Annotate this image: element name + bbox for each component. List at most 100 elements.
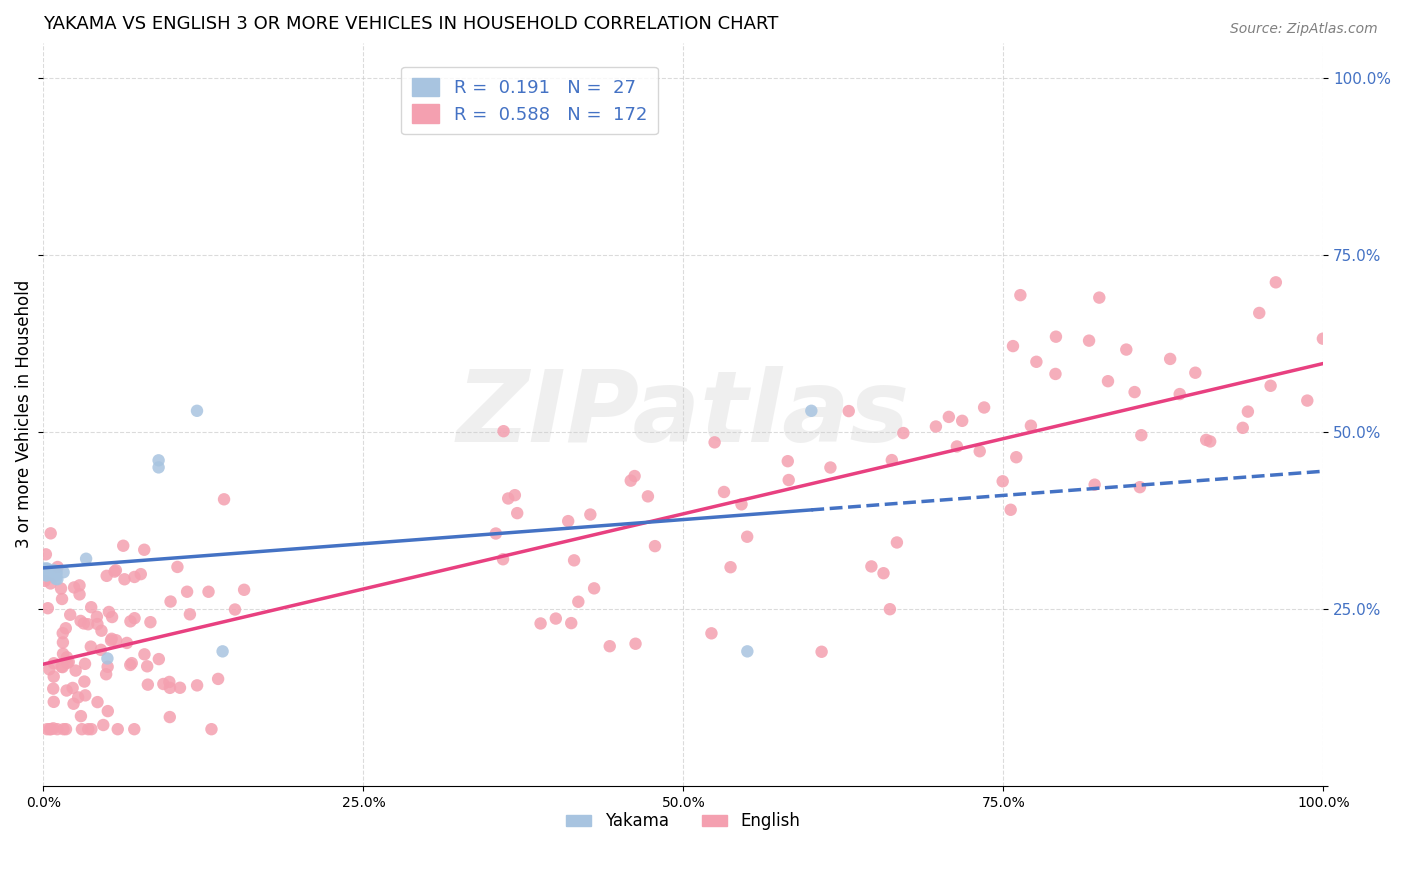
English xyxy=(90,643,112,657)
Yakama xyxy=(32,561,55,575)
English xyxy=(529,616,551,631)
English xyxy=(557,514,579,528)
Yakama xyxy=(211,644,233,658)
English xyxy=(159,594,181,608)
English xyxy=(139,615,162,630)
English xyxy=(124,570,146,584)
English xyxy=(207,672,229,686)
English xyxy=(583,582,606,596)
Yakama xyxy=(38,565,60,579)
English xyxy=(544,611,567,625)
English xyxy=(1195,433,1218,447)
English xyxy=(107,722,129,736)
English xyxy=(94,667,117,681)
Yakama xyxy=(800,404,823,418)
English xyxy=(55,683,77,698)
Yakama xyxy=(186,404,208,418)
English xyxy=(1264,276,1286,290)
English xyxy=(42,695,65,709)
English xyxy=(938,409,960,424)
English xyxy=(51,660,73,674)
English xyxy=(52,647,75,661)
English xyxy=(1260,378,1282,392)
English xyxy=(73,657,96,671)
English xyxy=(63,581,86,595)
English xyxy=(136,659,159,673)
English xyxy=(860,559,883,574)
English xyxy=(946,440,969,454)
English xyxy=(80,722,103,736)
Yakama xyxy=(34,565,56,579)
English xyxy=(38,662,60,676)
Yakama xyxy=(45,572,67,586)
English xyxy=(506,506,529,520)
English xyxy=(720,560,742,574)
English xyxy=(122,722,145,736)
English xyxy=(1130,428,1153,442)
English xyxy=(51,592,73,607)
English xyxy=(820,460,842,475)
English xyxy=(105,633,128,648)
English xyxy=(485,526,508,541)
Yakama xyxy=(39,567,62,582)
English xyxy=(496,491,519,506)
English xyxy=(51,659,73,673)
English xyxy=(86,617,108,632)
English xyxy=(879,602,901,616)
English xyxy=(52,626,75,640)
English xyxy=(46,560,69,574)
English xyxy=(38,722,60,736)
English xyxy=(77,722,100,736)
English xyxy=(73,674,96,689)
English xyxy=(67,690,90,705)
English xyxy=(124,611,146,625)
English xyxy=(1123,385,1146,400)
English xyxy=(1005,450,1028,465)
English xyxy=(97,704,120,718)
English xyxy=(58,655,80,669)
English xyxy=(120,615,142,629)
English xyxy=(1168,387,1191,401)
English xyxy=(134,542,156,557)
English xyxy=(34,574,56,588)
English xyxy=(703,435,725,450)
English xyxy=(75,689,97,703)
Yakama xyxy=(35,568,58,582)
English xyxy=(59,607,82,622)
English xyxy=(567,595,589,609)
English xyxy=(492,424,515,438)
English xyxy=(735,530,758,544)
Yakama xyxy=(737,644,759,658)
English xyxy=(200,722,222,736)
English xyxy=(121,656,143,670)
English xyxy=(86,609,108,624)
Yakama xyxy=(35,561,58,575)
English xyxy=(872,566,894,581)
English xyxy=(212,492,235,507)
English xyxy=(991,475,1014,489)
English xyxy=(637,489,659,503)
English xyxy=(52,722,75,736)
English xyxy=(100,633,122,648)
English xyxy=(103,565,125,579)
English xyxy=(169,681,191,695)
English xyxy=(1184,366,1206,380)
English xyxy=(104,563,127,577)
English xyxy=(157,675,180,690)
English xyxy=(730,497,752,511)
English xyxy=(42,681,65,696)
English xyxy=(713,485,735,500)
English xyxy=(100,632,122,646)
English xyxy=(562,553,585,567)
English xyxy=(148,652,170,666)
English xyxy=(197,584,219,599)
English xyxy=(880,453,903,467)
English xyxy=(1237,404,1260,418)
English xyxy=(166,560,188,574)
English xyxy=(86,695,108,709)
English xyxy=(624,637,647,651)
Yakama xyxy=(44,568,66,582)
English xyxy=(950,414,973,428)
English xyxy=(969,444,991,458)
English xyxy=(80,640,103,654)
